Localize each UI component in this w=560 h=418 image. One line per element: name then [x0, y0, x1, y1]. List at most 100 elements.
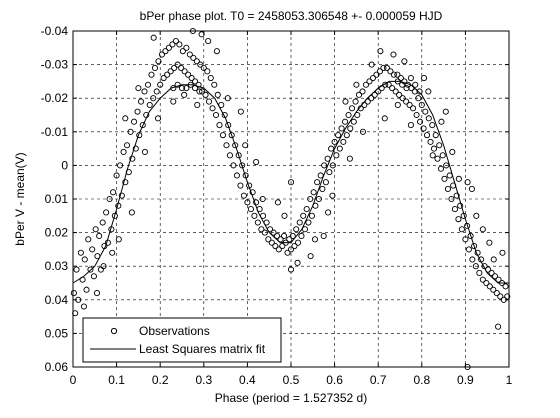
observation-point — [277, 236, 284, 243]
observation-point — [205, 38, 212, 45]
observation-point — [202, 91, 209, 98]
observation-point — [397, 74, 404, 82]
observation-point — [124, 142, 131, 149]
observation-point — [237, 182, 244, 189]
observation-point — [359, 88, 366, 95]
observation-point — [460, 212, 467, 219]
x-tick-label: 1 — [506, 373, 513, 387]
observation-point — [174, 61, 181, 68]
observation-point — [394, 78, 401, 85]
observation-point — [329, 192, 336, 199]
observation-point — [174, 81, 181, 88]
observation-point — [261, 229, 268, 236]
observation-point — [439, 152, 446, 159]
observation-point — [420, 125, 427, 132]
observation-point — [193, 58, 200, 65]
observation-point — [291, 242, 298, 250]
observation-point — [449, 148, 456, 156]
observation-point — [359, 128, 366, 135]
observation-point — [429, 152, 436, 159]
y-axis-ticks: -0.04 -0.03 -0.02 -0.01 0 0.01 0.02 0.03 0.04 0.0… — [41, 24, 509, 374]
observation-point — [442, 108, 449, 115]
observation-point — [329, 162, 336, 169]
observation-point — [258, 226, 265, 233]
observation-point — [117, 162, 124, 169]
observation-point — [474, 249, 481, 256]
observation-point — [199, 88, 206, 95]
observation-point — [275, 246, 282, 253]
observation-point — [153, 88, 160, 95]
observation-point — [354, 111, 361, 119]
fit-line — [72, 80, 509, 284]
observation-point — [476, 269, 483, 276]
observation-point — [148, 71, 155, 78]
observation-point — [444, 185, 452, 192]
observation-point — [497, 293, 504, 300]
observation-point — [289, 232, 296, 240]
observation-point — [504, 293, 511, 300]
observation-point — [197, 61, 204, 68]
observation-point — [412, 81, 419, 88]
observation-point — [355, 91, 363, 98]
observation-point — [300, 212, 307, 219]
y-tick-label: 0.03 — [45, 259, 69, 273]
observation-point — [160, 74, 167, 82]
observation-point — [158, 51, 165, 58]
observation-point — [70, 290, 77, 297]
observation-point — [325, 209, 332, 216]
observation-point — [190, 54, 197, 61]
observation-point — [328, 145, 335, 152]
observation-point — [279, 242, 286, 250]
observation-point — [150, 95, 157, 102]
x-tick-label: 0.2 — [152, 373, 169, 387]
observation-point — [111, 212, 118, 219]
observation-point — [481, 263, 488, 270]
observation-point — [85, 236, 92, 243]
observation-point — [273, 232, 281, 240]
observation-point — [267, 226, 274, 233]
observation-point — [427, 138, 434, 145]
observation-point — [213, 48, 220, 55]
observation-point — [92, 226, 99, 233]
observation-point — [211, 81, 218, 88]
observation-point — [479, 276, 486, 283]
observation-point — [232, 142, 239, 149]
observation-point — [404, 81, 411, 88]
observation-point — [226, 152, 234, 159]
observation-point — [205, 98, 213, 105]
observation-point — [162, 48, 169, 55]
observation-point — [94, 253, 101, 260]
observation-point — [164, 71, 171, 78]
observation-point — [81, 256, 88, 263]
observation-point — [314, 179, 321, 186]
observation-point — [280, 232, 288, 240]
observation-point — [413, 111, 420, 119]
observation-point — [254, 219, 261, 226]
observation-point — [375, 88, 382, 95]
observation-point — [382, 81, 389, 88]
observation-point — [436, 142, 443, 149]
observation-point — [308, 212, 315, 219]
x-axis-label: Phase (period = 1.527352 d) — [215, 391, 367, 405]
observation-point — [90, 273, 97, 280]
observation-point — [434, 155, 441, 162]
observation-point — [246, 182, 253, 189]
observation-point — [108, 226, 115, 233]
observation-point — [455, 216, 462, 223]
observation-point — [464, 222, 471, 229]
observation-point — [216, 122, 223, 129]
observation-point — [176, 41, 183, 48]
observations-layer — [70, 27, 511, 371]
observation-point — [286, 236, 293, 243]
x-tick-label: 0.8 — [413, 373, 430, 387]
observation-point — [235, 152, 242, 159]
observation-point — [371, 91, 378, 98]
observation-point — [157, 81, 164, 88]
observation-point — [181, 91, 188, 98]
observation-point — [471, 242, 478, 250]
observation-point — [256, 206, 263, 213]
observation-point — [113, 172, 120, 179]
x-tick-label: 0 — [70, 373, 77, 387]
observation-point — [151, 64, 159, 72]
